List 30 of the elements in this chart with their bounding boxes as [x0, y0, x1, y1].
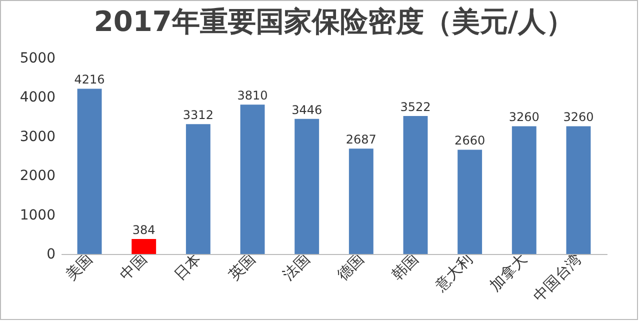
y-tick-label: 5000	[20, 50, 56, 66]
y-tick-label: 1000	[20, 207, 56, 224]
bar	[566, 126, 591, 254]
x-tick-label: 日本	[170, 250, 205, 284]
bar	[348, 148, 374, 254]
data-label: 384	[132, 222, 156, 237]
data-label: 4216	[74, 72, 105, 87]
data-label: 2687	[346, 132, 376, 147]
data-label: 3312	[182, 108, 214, 122]
bar	[240, 104, 265, 254]
y-tick-label: 4000	[20, 90, 56, 106]
data-label: 3260	[508, 110, 540, 124]
data-label: 3446	[292, 102, 322, 117]
data-label: 3522	[400, 100, 431, 114]
bar	[458, 150, 482, 254]
chart-title: 2017年重要国家保险密度（美元/人）	[94, 5, 574, 38]
data-label: 3810	[237, 88, 268, 103]
data-label: 2660	[454, 134, 486, 148]
bar	[512, 126, 536, 254]
bar	[403, 116, 428, 254]
data-label: 3260	[563, 110, 594, 124]
y-tick-label: 0	[46, 246, 56, 262]
x-tick-label: 加拿大	[486, 250, 531, 295]
bar	[186, 124, 210, 254]
y-tick-label: 2000	[20, 168, 56, 184]
y-tick-label: 3000	[20, 128, 56, 145]
x-tick-label: 中国台湾	[530, 250, 585, 306]
bar	[132, 238, 156, 254]
bar	[77, 88, 102, 254]
bar	[294, 118, 320, 254]
